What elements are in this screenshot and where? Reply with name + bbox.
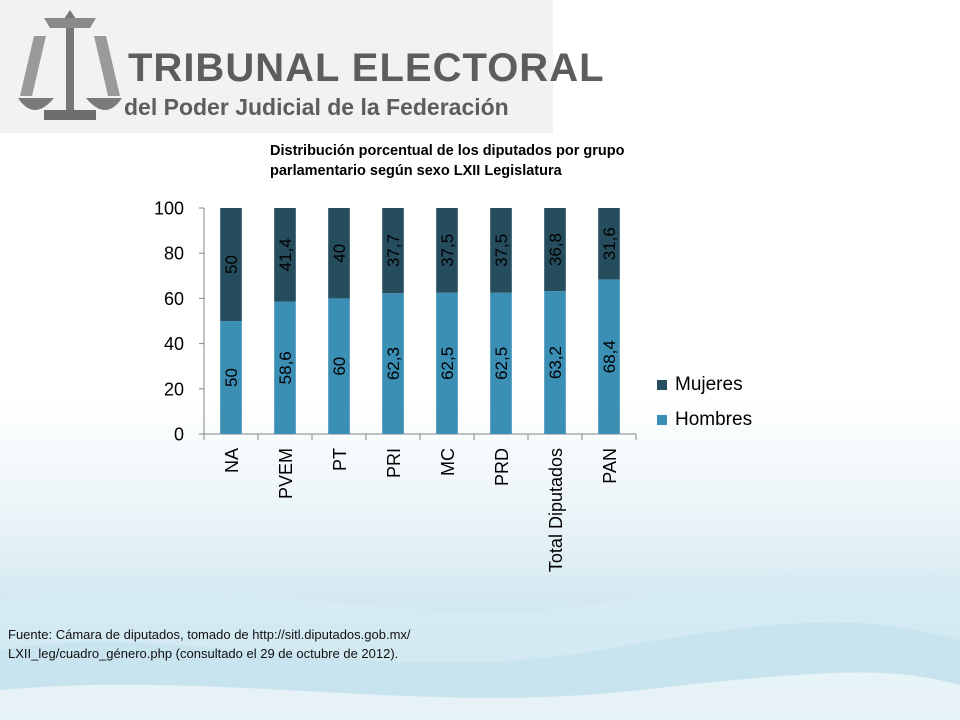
y-tick-label: 40 bbox=[164, 334, 184, 354]
x-category-label: PAN bbox=[600, 448, 620, 484]
chart-title: Distribución porcentual de los diputados… bbox=[270, 143, 625, 179]
legend-swatch bbox=[657, 415, 667, 425]
logo-subtitle: del Poder Judicial de la Federación bbox=[124, 94, 509, 120]
legend-label: Mujeres bbox=[675, 374, 743, 395]
bar-hombres bbox=[544, 291, 566, 434]
bar-hombres bbox=[274, 301, 296, 434]
x-category-label: PT bbox=[330, 448, 350, 471]
x-category-label: PRI bbox=[384, 448, 404, 478]
legend-label: Hombres bbox=[675, 409, 752, 430]
bar-mujeres bbox=[274, 208, 296, 302]
x-category-label: PVEM bbox=[276, 448, 296, 499]
source-note: Fuente: Cámara de diputados, tomado de h… bbox=[8, 627, 411, 661]
bar-mujeres bbox=[436, 208, 458, 293]
bar-mujeres bbox=[544, 208, 566, 292]
data-label-hombres: 62,3 bbox=[384, 347, 403, 380]
bar-mujeres bbox=[382, 208, 404, 294]
legend-swatch bbox=[657, 380, 667, 390]
data-label-mujeres: 36,8 bbox=[546, 233, 565, 266]
x-category-label: MC bbox=[438, 448, 458, 476]
data-label-hombres: 62,5 bbox=[438, 347, 457, 380]
data-label-hombres: 50 bbox=[222, 368, 241, 387]
bar-hombres bbox=[328, 298, 350, 434]
y-tick-label: 80 bbox=[164, 244, 184, 264]
data-label-mujeres: 37,5 bbox=[438, 234, 457, 267]
bar-mujeres bbox=[490, 208, 512, 293]
y-tick-label: 100 bbox=[154, 199, 184, 219]
data-label-hombres: 62,5 bbox=[492, 347, 511, 380]
data-label-mujeres: 41,4 bbox=[276, 238, 295, 271]
data-label-mujeres: 37,5 bbox=[492, 234, 511, 267]
bar-hombres bbox=[490, 292, 512, 434]
x-category-label: PRD bbox=[492, 448, 512, 486]
data-label-hombres: 60 bbox=[330, 357, 349, 376]
data-label-mujeres: 37,7 bbox=[384, 234, 403, 267]
bar-mujeres bbox=[220, 208, 242, 321]
data-label-mujeres: 50 bbox=[222, 255, 241, 274]
y-tick-label: 60 bbox=[164, 289, 184, 309]
data-label-mujeres: 40 bbox=[330, 244, 349, 263]
bar-hombres bbox=[598, 279, 620, 434]
bar-hombres bbox=[220, 321, 242, 434]
data-label-hombres: 68,4 bbox=[600, 340, 619, 373]
data-label-hombres: 63,2 bbox=[546, 346, 565, 379]
bar-hombres bbox=[436, 292, 458, 434]
y-tick-label: 20 bbox=[164, 379, 184, 399]
bar-mujeres bbox=[598, 208, 620, 280]
logo-title: TRIBUNAL ELECTORAL bbox=[128, 46, 605, 90]
bar-hombres bbox=[382, 293, 404, 434]
x-category-label: Total Diputados bbox=[546, 448, 566, 572]
y-tick-label: 0 bbox=[174, 425, 184, 445]
scales-of-justice-icon bbox=[18, 10, 122, 120]
x-category-label: NA bbox=[222, 448, 242, 473]
data-label-mujeres: 31,6 bbox=[600, 227, 619, 260]
data-label-hombres: 58,6 bbox=[276, 351, 295, 384]
logo-banner: TRIBUNAL ELECTORAL del Poder Judicial de… bbox=[0, 0, 604, 133]
bar-mujeres bbox=[328, 208, 350, 299]
